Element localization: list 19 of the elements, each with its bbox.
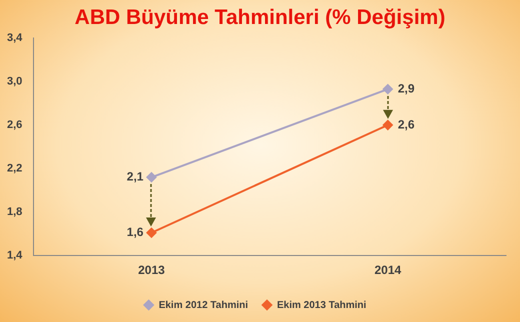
point	[382, 84, 393, 94]
point	[146, 172, 156, 182]
chart-title: ABD Büyüme Tahminleri (% Değişim)	[74, 6, 446, 30]
point	[146, 228, 156, 238]
data-label: 1,6	[126, 225, 144, 240]
x-tick-label: 2013	[138, 263, 166, 278]
data-label: 2,9	[398, 81, 415, 96]
y-tick-label: 3,0	[6, 76, 22, 88]
legend-label: Ekim 2012 Tahmini	[158, 300, 248, 311]
data-label: 2,1	[126, 170, 144, 184]
y-tick-label: 1,8	[6, 206, 22, 218]
data-label: 2,6	[398, 117, 415, 132]
y-tick-label: 1,4	[6, 250, 24, 262]
y-tick-label: 2,2	[6, 162, 22, 175]
legend-label: Ekim 2013 Tahmini	[277, 300, 367, 311]
y-tick-label: 3,4	[6, 32, 24, 44]
x-tick-label: 2014	[374, 263, 402, 278]
point	[382, 120, 393, 130]
y-tick-label: 2,6	[6, 119, 22, 132]
